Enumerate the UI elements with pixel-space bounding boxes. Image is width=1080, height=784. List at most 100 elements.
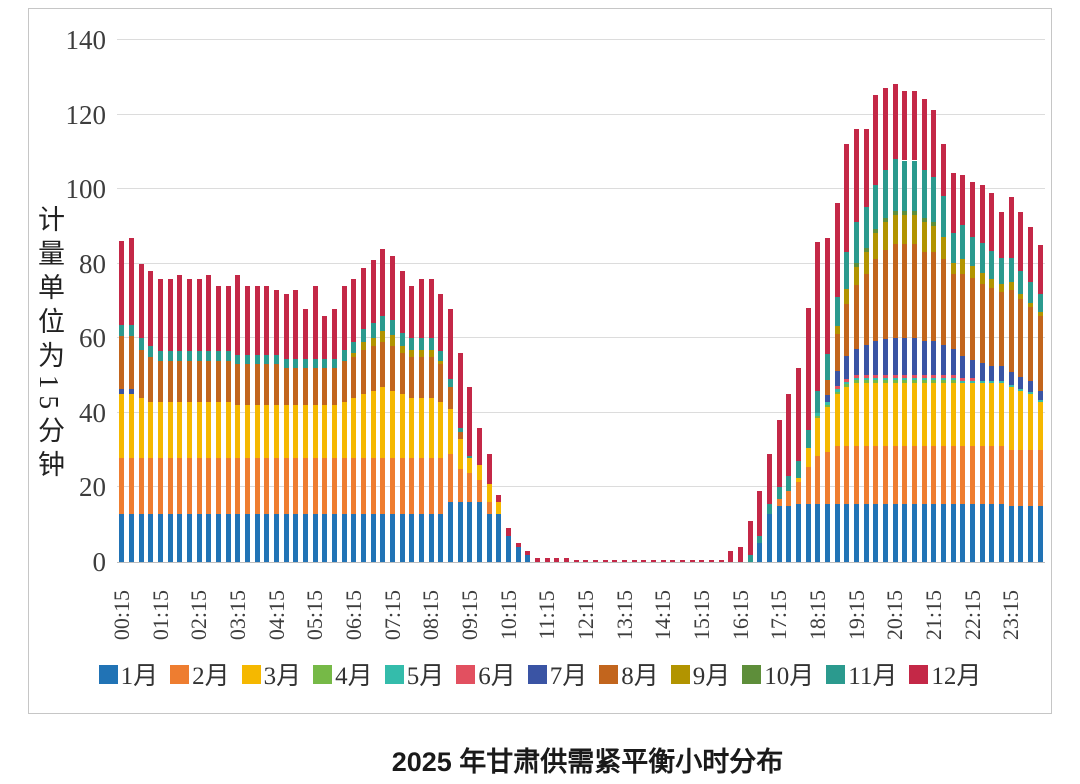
bar-segment — [883, 339, 888, 375]
bar-segment — [834, 371, 840, 386]
bar-segment — [196, 278, 202, 352]
bar-segment — [196, 457, 202, 514]
x-tick-label: 15:15 — [688, 589, 714, 641]
bar-segment — [796, 461, 801, 479]
bar-segment — [235, 513, 241, 562]
bar-segment — [892, 244, 898, 338]
bar-segment — [1008, 196, 1014, 259]
bar-segment — [979, 446, 985, 505]
bar-segment — [892, 377, 898, 381]
bar-segment — [699, 560, 705, 562]
bar-segment — [274, 405, 279, 458]
bar-segment — [902, 160, 908, 211]
gridline — [117, 486, 1045, 488]
y-tick-label: 140 — [65, 25, 107, 55]
bar-segment — [380, 342, 386, 387]
x-tick-label: 13:15 — [611, 589, 637, 641]
bar-segment — [119, 241, 125, 326]
bar-segment — [419, 457, 424, 514]
bar-segment — [351, 278, 357, 342]
bar-segment — [419, 513, 424, 562]
bar-segment — [970, 266, 975, 278]
bar-segment — [989, 192, 995, 251]
bar-segment — [796, 478, 801, 482]
bar-segment — [825, 379, 830, 395]
bar-segment — [399, 513, 405, 562]
gridline — [117, 39, 1045, 40]
x-tick-label: 21:15 — [920, 589, 946, 641]
y-tick-label: 100 — [65, 174, 107, 205]
bar-segment — [148, 271, 154, 346]
bar-segment — [506, 528, 511, 536]
bar-segment — [1018, 506, 1024, 562]
bar-segment — [486, 453, 492, 484]
x-tick-label: 06:15 — [340, 589, 366, 641]
bar-segment — [167, 513, 173, 562]
bar-segment — [883, 446, 888, 505]
legend-item: 12月 — [909, 656, 981, 692]
bar-segment — [332, 457, 337, 514]
bar-segment — [119, 513, 125, 562]
x-tick-label: 12:15 — [572, 589, 598, 641]
bar-segment — [970, 504, 975, 562]
bar-segment — [1008, 371, 1014, 385]
bar-segment — [467, 386, 473, 456]
bar-segment — [892, 158, 898, 211]
bar-segment — [873, 446, 879, 505]
bar-segment — [883, 249, 888, 340]
bar-segment — [254, 513, 260, 562]
bar-segment — [544, 558, 550, 562]
bar-segment — [148, 457, 154, 514]
bar-segment — [409, 397, 415, 458]
bar-segment — [486, 483, 492, 503]
bar-segment — [747, 520, 753, 555]
legend-label: 1月 — [120, 663, 159, 690]
bar-segment — [950, 377, 956, 381]
bar-segment — [776, 420, 782, 488]
bar-segment — [989, 383, 995, 447]
bar-segment — [902, 380, 908, 383]
legend-swatch-icon — [98, 664, 118, 684]
bar-segment — [409, 286, 415, 339]
bar-segment — [970, 236, 975, 267]
bar-segment — [931, 177, 937, 222]
bar-segment — [370, 338, 376, 346]
bar-segment — [892, 337, 898, 375]
bar-segment — [254, 364, 260, 406]
x-tick-label: 07:15 — [379, 589, 405, 641]
bar-segment — [825, 238, 830, 354]
bar-segment — [225, 360, 231, 402]
bar-segment — [167, 351, 173, 361]
bar-segment — [883, 169, 888, 219]
bar-segment — [312, 405, 318, 458]
bar-segment — [631, 560, 637, 562]
bar-segment — [979, 362, 985, 382]
bar-segment — [177, 360, 183, 402]
bar-segment — [892, 84, 898, 159]
x-tick-label: 18:15 — [804, 589, 830, 641]
bar-segment — [303, 405, 308, 458]
bar-segment — [670, 560, 676, 562]
bar-segment — [283, 293, 289, 359]
legend-item: 8月 — [599, 656, 659, 692]
bar-segment — [912, 374, 917, 378]
bar-segment — [138, 263, 144, 339]
gridline — [117, 262, 1045, 264]
bar-segment — [892, 380, 898, 383]
bar-segment — [873, 341, 879, 375]
bar-segment — [254, 355, 260, 365]
bar-segment — [351, 356, 357, 398]
bar-segment — [931, 377, 937, 381]
bar-segment — [718, 560, 724, 562]
bar-segment — [361, 394, 366, 458]
bar-segment — [912, 210, 917, 215]
bar-segment — [979, 504, 985, 562]
bar-segment — [332, 368, 337, 406]
bar-segment — [863, 377, 869, 381]
bar-segment — [467, 457, 473, 473]
bar-segment — [380, 457, 386, 514]
bar-segment — [989, 504, 995, 562]
bar-segment — [970, 182, 975, 237]
bar-segment — [419, 278, 424, 339]
